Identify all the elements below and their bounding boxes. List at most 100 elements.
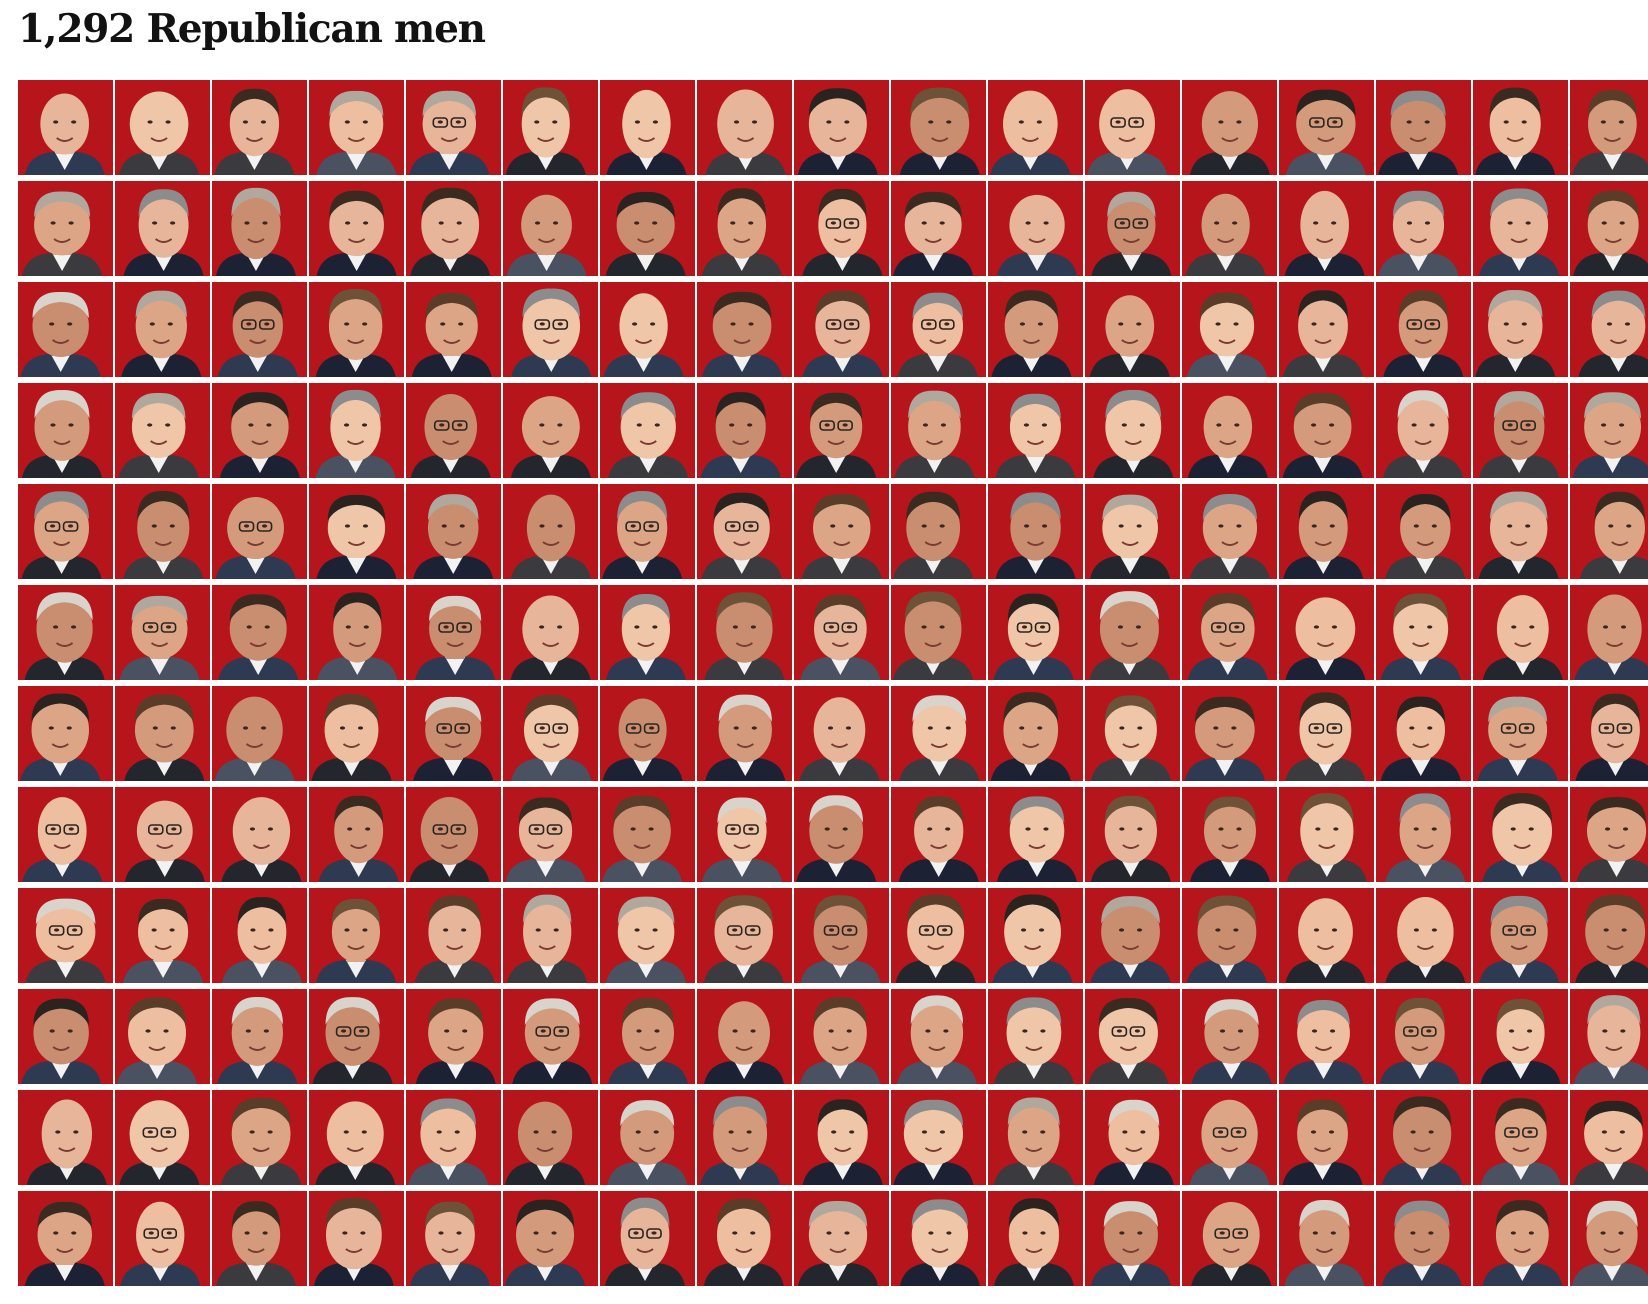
portrait-tile [406,686,501,781]
portrait-photo-icon [891,282,986,377]
portrait-tile [115,989,210,1084]
portrait-tile [309,686,404,781]
portrait-tile [697,989,792,1084]
portrait-tile [1376,282,1471,377]
portrait-tile [115,1191,210,1286]
portrait-tile [406,1090,501,1185]
portrait-tile [503,80,598,175]
portrait-photo-icon [891,888,986,983]
portrait-photo-icon [697,787,792,882]
portrait-tile [697,787,792,882]
portrait-tile [212,686,307,781]
portrait-photo-icon [1085,1090,1180,1185]
portrait-photo-icon [1376,383,1471,478]
portrait-tile [697,1090,792,1185]
portrait-tile [697,888,792,983]
portrait-photo-icon [1279,383,1374,478]
portrait-tile [18,787,113,882]
portrait-tile [1182,585,1277,680]
portrait-tile [1570,686,1648,781]
portrait-photo-icon [309,888,404,983]
portrait-tile [891,484,986,579]
portrait-tile [406,989,501,1084]
portrait-photo-icon [1279,1191,1374,1286]
portrait-tile [697,383,792,478]
portrait-tile [1279,686,1374,781]
portrait-photo-icon [1473,888,1568,983]
portrait-tile [794,989,889,1084]
portrait-tile [212,181,307,276]
portrait-photo-icon [406,484,501,579]
portrait-photo-icon [18,1191,113,1286]
portrait-tile [1376,787,1471,882]
portrait-tile [503,282,598,377]
portrait-photo-icon [1376,989,1471,1084]
portrait-tile [406,1191,501,1286]
portrait-photo-icon [212,989,307,1084]
portrait-photo-icon [309,787,404,882]
portrait-tile [115,787,210,882]
portrait-photo-icon [18,585,113,680]
portrait-photo-icon [891,1090,986,1185]
portrait-photo-icon [1085,80,1180,175]
portrait-tile [794,686,889,781]
portrait-tile [1182,686,1277,781]
portrait-photo-icon [1279,787,1374,882]
portrait-photo-icon [697,282,792,377]
portrait-photo-icon [1473,282,1568,377]
portrait-tile [212,787,307,882]
portrait-photo-icon [115,686,210,781]
portrait-photo-icon [1182,686,1277,781]
portrait-photo-icon [1182,888,1277,983]
portrait-photo-icon [406,383,501,478]
portrait-tile [1279,80,1374,175]
portrait-tile [1182,1090,1277,1185]
portrait-tile [1279,989,1374,1084]
portrait-photo-icon [406,282,501,377]
portrait-tile [18,484,113,579]
portrait-photo-icon [988,686,1083,781]
portrait-tile [309,1090,404,1185]
portrait-photo-icon [1085,888,1180,983]
portrait-tile [18,1191,113,1286]
portrait-tile [697,484,792,579]
portrait-tile [18,383,113,478]
portrait-tile [503,585,598,680]
portrait-photo-icon [212,383,307,478]
portrait-tile [309,484,404,579]
portrait-tile [794,484,889,579]
portrait-photo-icon [1473,787,1568,882]
portrait-tile [988,686,1083,781]
portrait-tile [309,383,404,478]
portrait-photo-icon [309,686,404,781]
portrait-tile [1085,484,1180,579]
portrait-tile [891,383,986,478]
portrait-tile [1473,585,1568,680]
portrait-tile [891,585,986,680]
portrait-photo-icon [115,888,210,983]
portrait-tile [1570,80,1648,175]
portrait-photo-icon [503,888,598,983]
portrait-tile [1473,282,1568,377]
portrait-tile [794,80,889,175]
portrait-photo-icon [1473,181,1568,276]
portrait-tile [794,787,889,882]
portrait-tile [1473,989,1568,1084]
portrait-photo-icon [794,484,889,579]
portrait-tile [988,282,1083,377]
portrait-photo-icon [309,585,404,680]
portrait-tile [309,585,404,680]
portrait-tile [1085,787,1180,882]
portrait-tile [794,888,889,983]
portrait-photo-icon [1473,80,1568,175]
portrait-tile [212,989,307,1084]
portrait-photo-icon [212,787,307,882]
portrait-photo-icon [1473,1191,1568,1286]
portrait-photo-icon [1279,888,1374,983]
portrait-photo-icon [1473,686,1568,781]
portrait-tile [1473,484,1568,579]
portrait-photo-icon [794,80,889,175]
portrait-tile [794,1191,889,1286]
portrait-tile [891,282,986,377]
portrait-photo-icon [891,585,986,680]
